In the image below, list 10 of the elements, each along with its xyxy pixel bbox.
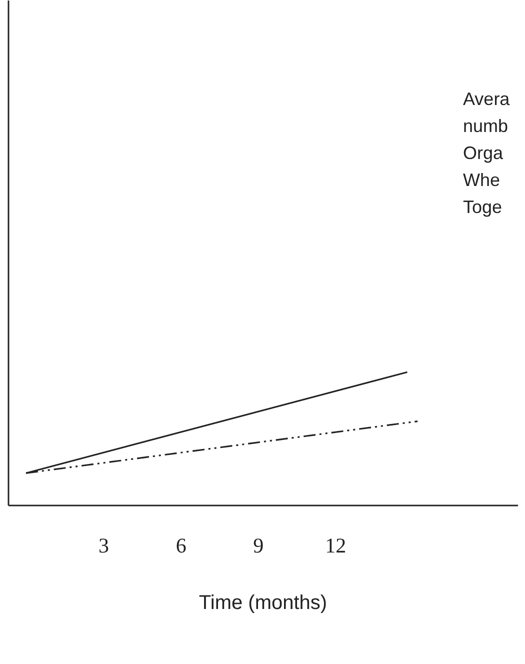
text: Avera — [463, 89, 511, 109]
x-tick-label: 9 — [253, 534, 264, 558]
text: Whe — [463, 170, 500, 190]
x-tick-label: 3 — [98, 534, 110, 558]
x-axis-title: Time (months) — [198, 592, 328, 614]
text: Orga — [463, 143, 504, 163]
text: numb — [463, 116, 508, 136]
text: Toge — [463, 197, 502, 217]
x-tick-label: 12 — [325, 534, 346, 558]
x-tick-label: 6 — [176, 534, 186, 558]
